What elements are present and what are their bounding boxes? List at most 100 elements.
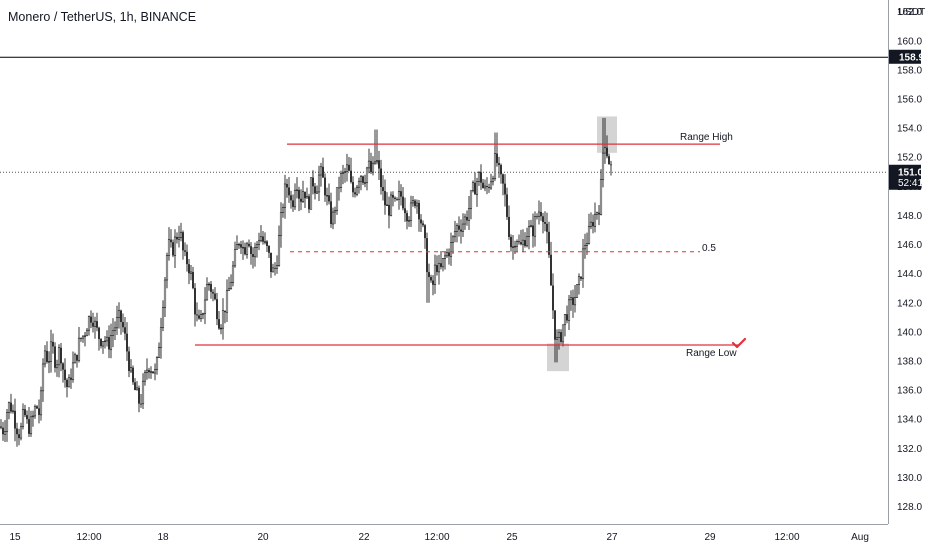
- candle-body: [19, 426, 23, 439]
- candle-body: [159, 327, 163, 348]
- candle-body: [298, 189, 300, 199]
- candle-body: [370, 161, 372, 173]
- price-tick-label: 128.0: [897, 502, 922, 513]
- time-tick-label: 25: [506, 532, 518, 543]
- candle-body: [375, 160, 379, 163]
- candle-body: [177, 237, 181, 240]
- candle-body: [111, 330, 115, 336]
- candle-body: [218, 319, 220, 329]
- candle-body: [392, 194, 394, 198]
- time-tick-label: 12:00: [76, 532, 101, 543]
- candle-body: [128, 351, 130, 371]
- candle-body: [134, 382, 136, 390]
- candle-body: [345, 164, 349, 173]
- candle-body: [513, 245, 517, 248]
- candle-body: [93, 320, 97, 327]
- candle-body: [126, 333, 128, 352]
- candle-body: [176, 236, 178, 240]
- candle-body: [214, 293, 216, 300]
- candle-body: [475, 181, 479, 195]
- price-tick-label: 158.0: [897, 65, 922, 76]
- bar-countdown-label: 52:41: [898, 178, 923, 189]
- candle-body: [81, 335, 85, 339]
- candle-body: [33, 406, 37, 417]
- candle-body: [322, 166, 324, 178]
- range-high-label: Range High: [680, 132, 733, 143]
- candle-body: [173, 236, 177, 256]
- candle-body: [554, 310, 556, 340]
- candle-body: [241, 246, 245, 249]
- current-price-badge: [889, 164, 921, 190]
- candle-body: [489, 181, 493, 189]
- candle-body: [488, 187, 490, 189]
- candle-body: [610, 164, 612, 166]
- candle-body: [339, 173, 343, 188]
- time-tick-label: 12:00: [774, 532, 799, 543]
- candle-body: [482, 182, 484, 188]
- candle-body: [194, 288, 196, 315]
- candle-body: [404, 208, 406, 214]
- candle-body: [493, 153, 497, 179]
- candle-body: [216, 299, 218, 320]
- candle-body: [443, 255, 447, 259]
- time-tick-label: 29: [704, 532, 716, 543]
- candle-body: [85, 329, 89, 337]
- candle-body: [560, 332, 562, 342]
- candle-body: [70, 377, 72, 380]
- candle-body: [371, 162, 375, 173]
- candle-body: [525, 236, 529, 247]
- candle-body: [36, 406, 38, 409]
- candle-body: [161, 307, 165, 328]
- candle-body: [47, 361, 51, 363]
- candle-body: [424, 225, 426, 239]
- candle-body: [506, 194, 508, 217]
- candle-body: [135, 387, 139, 391]
- candle-body: [64, 369, 66, 380]
- candle-body: [163, 279, 167, 308]
- candle-body: [57, 347, 61, 366]
- candle-body: [29, 416, 33, 435]
- candle-body: [39, 390, 43, 416]
- candle-body: [603, 147, 607, 154]
- candle-body: [275, 265, 279, 269]
- candle-body: [460, 229, 462, 232]
- candle-body: [219, 327, 223, 330]
- candle-body: [31, 415, 35, 418]
- candle-body: [589, 221, 593, 227]
- candle-body: [152, 371, 154, 374]
- candle-body: [587, 226, 591, 244]
- candle-body: [199, 314, 203, 319]
- candle-body: [315, 191, 319, 194]
- candle-body: [440, 263, 442, 267]
- candle-body: [244, 247, 246, 255]
- candle-body: [210, 284, 212, 292]
- current-price-label: 151.0: [898, 167, 923, 178]
- candle-body: [341, 171, 345, 174]
- candle-body: [301, 191, 305, 203]
- candle-body: [237, 244, 241, 246]
- candle-body: [212, 291, 214, 294]
- candle-body: [333, 210, 337, 213]
- price-tick-label: 156.0: [897, 94, 922, 105]
- candle-body: [350, 170, 352, 183]
- candle-body: [415, 202, 419, 207]
- candle-body: [580, 276, 582, 279]
- candle-body: [593, 213, 597, 227]
- candle-body: [26, 415, 28, 420]
- sweep-low-highlight[interactable]: [547, 343, 569, 372]
- candle-body: [385, 204, 389, 206]
- candle-body: [141, 380, 145, 405]
- candle-body: [420, 219, 422, 224]
- candle-body: [474, 182, 476, 195]
- candle-body: [198, 315, 200, 319]
- candle-body: [221, 310, 225, 329]
- candle-body: [16, 428, 18, 435]
- candle-body: [140, 403, 142, 405]
- candle-body: [552, 285, 554, 311]
- candle-body: [52, 341, 54, 347]
- candle-body: [441, 258, 445, 268]
- candle-body: [62, 363, 64, 370]
- candle-body: [108, 337, 110, 350]
- candle-body: [3, 431, 7, 435]
